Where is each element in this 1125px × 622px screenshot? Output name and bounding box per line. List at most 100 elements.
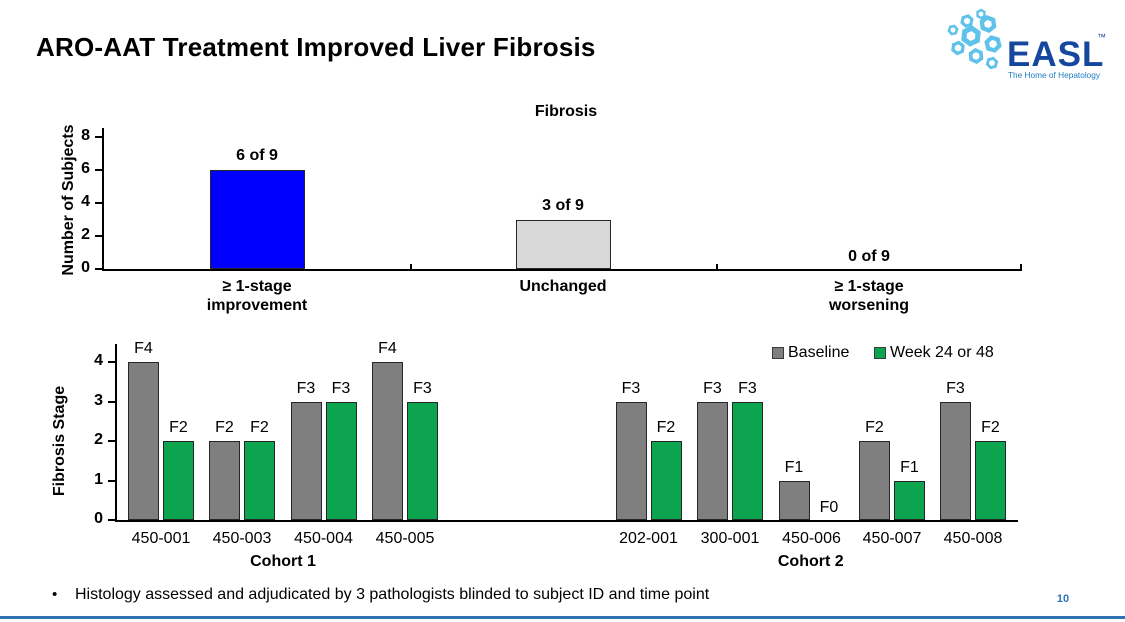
top-bar-value-label: 6 of 9 — [236, 147, 278, 164]
bar-450-004-baseline — [290, 401, 322, 520]
footnote-text: Histology assessed and adjudicated by 3 … — [75, 586, 710, 603]
top-category-label: ≥ 1-stage — [834, 278, 904, 295]
bar-450-005-baseline — [372, 362, 403, 520]
top-category-tick — [1020, 264, 1022, 269]
bottom-y-tick — [108, 519, 117, 521]
easl-logo: EASL ™ The Home of Hepatology — [947, 8, 1106, 80]
bar-450-005-week — [407, 401, 438, 520]
top-y-tick — [95, 136, 104, 138]
bar-450-007-baseline — [859, 441, 890, 520]
stage-label-450-007-week: F1 — [900, 458, 919, 476]
bar-202-001-baseline — [615, 401, 647, 520]
top-category-tick — [716, 264, 718, 269]
logo-hexagons-icon — [947, 8, 1002, 70]
bottom-y-tick-label: 1 — [94, 470, 103, 488]
top-x-axis-line — [102, 269, 1022, 271]
bottom-y-tick — [108, 440, 117, 443]
subject-label-450-003: 450-003 — [212, 530, 272, 547]
subject-label-450-001: 450-001 — [131, 530, 191, 547]
cohort-label-1: Cohort 2 — [777, 553, 844, 570]
stage-label-450-005-baseline: F4 — [378, 340, 397, 358]
top-y-tick-label: 0 — [81, 259, 90, 276]
bar-450-001-baseline — [128, 362, 159, 520]
top-category-tick — [410, 264, 412, 269]
bar-450-008-week — [975, 441, 1006, 520]
subject-label-450-005: 450-005 — [375, 530, 435, 547]
bar-450-001-week — [163, 441, 194, 520]
top-y-tick — [95, 235, 104, 237]
footnote-bullet: • — [52, 586, 58, 603]
top-y-tick — [95, 169, 104, 171]
subject-label-300-001: 300-001 — [700, 530, 760, 547]
bottom-y-axis-line — [115, 344, 117, 522]
stage-label-450-008-week: F2 — [981, 419, 1000, 437]
bottom-y-tick — [108, 479, 117, 482]
bar-450-003-baseline — [209, 441, 240, 520]
subject-label-450-007: 450-007 — [862, 530, 922, 547]
bar-450-008-baseline — [940, 401, 971, 520]
stage-label-450-008-baseline: F3 — [946, 379, 965, 397]
stage-label-450-003-week: F2 — [250, 419, 269, 437]
top-y-tick — [95, 268, 104, 270]
top-category-label: Unchanged — [519, 278, 607, 295]
subject-label-450-004: 450-004 — [294, 530, 353, 547]
bar-450-007-week — [894, 480, 925, 520]
bottom-y-tick-label: 0 — [94, 510, 103, 527]
bar-300-001-week — [732, 401, 763, 520]
bottom-accent-rule — [0, 616, 1125, 619]
subject-label-450-008: 450-008 — [943, 530, 1003, 547]
slide-title: ARO-AAT Treatment Improved Liver Fibrosi… — [36, 32, 596, 62]
stage-label-450-006-baseline: F1 — [784, 458, 804, 476]
subject-label-202-001: 202-001 — [619, 530, 678, 547]
stage-label-300-001-week: F3 — [738, 379, 757, 397]
cohort-label-0: Cohort 1 — [250, 553, 316, 570]
legend-swatch-0 — [772, 347, 784, 359]
top-bar-value-label: 0 of 9 — [848, 248, 890, 265]
top-y-tick-label: 4 — [81, 193, 90, 210]
stage-label-450-005-week: F3 — [413, 379, 432, 397]
stage-label-202-001-week: F2 — [656, 419, 676, 437]
stage-label-450-003-baseline: F2 — [215, 419, 234, 437]
stage-label-450-001-baseline: F4 — [134, 340, 153, 358]
bottom-y-tick — [108, 400, 117, 403]
top-category-label: improvement — [206, 297, 308, 314]
top-y-tick — [95, 202, 104, 204]
footnote: • Histology assessed and adjudicated by 3… — [52, 586, 709, 604]
bottom-y-tick-label: 4 — [94, 352, 103, 370]
subject-label-450-006: 450-006 — [782, 530, 841, 547]
bar-202-001-week — [650, 441, 682, 520]
bar-300-001-baseline — [697, 401, 728, 520]
top-y-tick-label: 6 — [81, 160, 90, 177]
stage-label-450-004-week: F3 — [331, 379, 351, 397]
bottom-y-tick-label: 2 — [94, 431, 103, 449]
legend-label-1: Week 24 or 48 — [890, 344, 994, 361]
stage-label-450-006-week: F0 — [819, 499, 839, 516]
top-bar-1 — [515, 219, 611, 269]
top-category-label: ≥ 1-stage — [222, 278, 292, 295]
logo-tagline: The Home of Hepatology — [1008, 70, 1101, 80]
stage-label-300-001-baseline: F3 — [703, 379, 722, 397]
stage-label-450-007-baseline: F2 — [865, 419, 884, 437]
bottom-y-tick — [108, 361, 117, 364]
stage-label-202-001-baseline: F3 — [621, 379, 641, 397]
legend-label-0: Baseline — [788, 344, 850, 361]
bar-450-004-week — [325, 401, 357, 520]
legend-swatch-1 — [874, 347, 886, 359]
top-bar-value-label: 3 of 9 — [542, 196, 584, 214]
top-y-axis-line — [102, 128, 104, 271]
stage-label-450-001-week: F2 — [169, 419, 188, 437]
page-number: 10 — [1056, 593, 1070, 605]
top-chart-title: Fibrosis — [534, 103, 598, 120]
bottom-x-axis-line — [115, 520, 1018, 522]
top-bar-0 — [209, 170, 305, 269]
bar-450-003-week — [244, 441, 275, 520]
bottom-y-tick-label: 3 — [94, 391, 103, 409]
logo-trademark: ™ — [1097, 32, 1106, 42]
bar-450-006-baseline — [778, 480, 810, 520]
top-y-tick-label: 2 — [81, 226, 90, 243]
logo-wordmark: EASL — [1007, 35, 1104, 74]
top-y-tick-label: 8 — [81, 127, 90, 144]
